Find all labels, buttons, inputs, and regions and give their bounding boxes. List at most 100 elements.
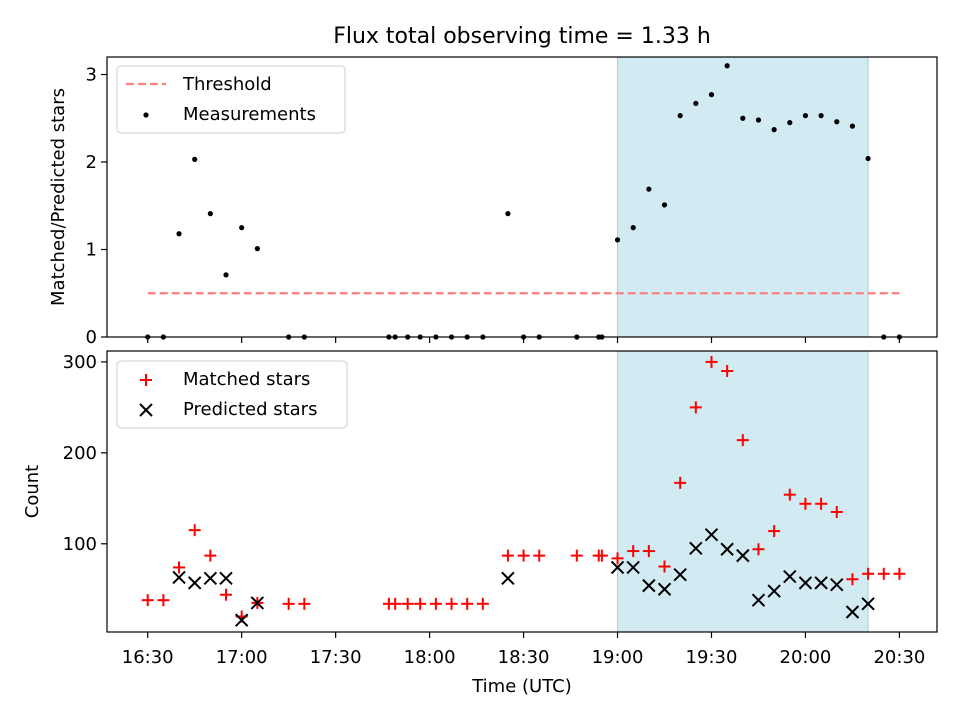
predicted-marker-b: [720, 542, 734, 556]
measurement-point: [724, 63, 730, 69]
predicted-star-point: [689, 541, 703, 556]
x-tick-label-1730: 17:30: [310, 647, 362, 668]
measurement-point: [708, 92, 715, 98]
legend-predicted-label: Predicted stars: [183, 399, 317, 420]
matched-star-point: [501, 549, 514, 562]
top-y-tick-label-2: 2: [86, 152, 97, 173]
chart-title: Flux total observing time = 1.33 h: [333, 24, 711, 49]
matched-star-point: [627, 545, 640, 558]
predicted-star-point: [720, 542, 734, 556]
measurement-point: [677, 113, 683, 119]
x-tick-label-1900: 19:00: [592, 647, 644, 668]
top-y-axis-label: Matched/Predicted stars: [48, 88, 69, 306]
measurement-point: [176, 231, 182, 237]
predicted-star-point: [767, 584, 781, 598]
measurement-point: [614, 237, 621, 243]
predicted-marker-b: [219, 571, 233, 586]
measurement-point: [239, 225, 245, 231]
predicted-star-point: [219, 571, 233, 586]
legend-measurements-label: Measurements: [183, 104, 316, 125]
matched-star-point: [815, 497, 828, 510]
matched-star-point: [674, 476, 687, 489]
predicted-marker-b: [234, 613, 249, 627]
predicted-marker-b: [783, 569, 797, 584]
top-y-tick-label-1: 1: [86, 240, 97, 261]
bottom-legend: Matched stars Predicted stars: [116, 360, 348, 429]
measurement-point: [254, 246, 260, 252]
matched-star-point: [862, 567, 875, 580]
matched-star-point: [768, 525, 781, 538]
matched-star-point: [721, 365, 734, 378]
x-tick-label-1700: 17:00: [216, 647, 268, 668]
predicted-star-point: [673, 568, 687, 582]
top-legend-box: [116, 65, 346, 134]
matched-star-point: [204, 549, 217, 562]
x-tick-label-1930: 19:30: [686, 647, 738, 668]
predicted-marker-b: [798, 576, 813, 590]
measurement-point: [630, 225, 636, 231]
legend-matched-swatch: [140, 374, 152, 386]
predicted-star-point: [501, 571, 515, 586]
bottom-y-ticks: 100 200 300: [63, 352, 107, 555]
predicted-star-point: [830, 578, 844, 592]
matched-star-point: [445, 597, 458, 610]
matched-star-point: [736, 434, 749, 447]
matched-star-point: [476, 597, 489, 610]
measurement-point: [192, 156, 198, 162]
legend-measurements-swatch: [143, 112, 149, 118]
predicted-marker-b: [689, 541, 703, 556]
legend-matched-label: Matched stars: [183, 369, 310, 390]
predicted-marker-b: [501, 571, 515, 586]
measurement-point: [818, 113, 824, 119]
measurement-point: [646, 186, 652, 192]
predicted-marker-b: [626, 560, 640, 575]
predicted-marker-b: [172, 570, 186, 585]
top-legend: Threshold Measurements: [116, 65, 346, 134]
matched-star-point: [689, 401, 702, 414]
predicted-star-point: [783, 569, 797, 584]
observing-window-shade-top: [617, 56, 869, 338]
predicted-marker-b: [830, 578, 844, 592]
matched-star-point: [517, 549, 530, 562]
bottom-y-tick-label-100: 100: [63, 534, 97, 555]
predicted-star-point: [861, 597, 875, 611]
x-tick-label-1830: 18:30: [498, 647, 550, 668]
matched-star-point: [298, 597, 311, 610]
predicted-star-point: [736, 548, 750, 563]
top-y-tick-label-3: 3: [86, 65, 97, 86]
predicted-star-point: [704, 527, 719, 542]
matched-star-point: [830, 505, 843, 518]
predicted-star-point: [814, 576, 828, 590]
predicted-star-point: [610, 560, 625, 575]
matched-star-point: [893, 567, 906, 580]
matched-star-point: [461, 597, 474, 610]
measurement-point: [207, 211, 213, 217]
predicted-marker-b: [187, 576, 202, 590]
measurement-point: [849, 123, 856, 129]
matched-star-point: [877, 567, 890, 580]
predicted-star-point: [642, 578, 656, 593]
predicted-marker-b: [657, 582, 672, 596]
measurement-point: [865, 155, 871, 162]
matched-star-point: [188, 524, 201, 537]
matched-star-point: [414, 597, 427, 610]
bottom-plot-frame: [106, 350, 938, 633]
predicted-marker-b: [736, 548, 750, 563]
matched-star-point: [282, 597, 295, 610]
measurement-point: [693, 100, 699, 106]
top-plot-frame: [106, 56, 938, 338]
matched-star-point: [141, 594, 154, 607]
matched-star-point: [658, 560, 671, 573]
predicted-star-point: [234, 613, 249, 627]
predicted-marker-b: [814, 576, 828, 590]
x-tick-label-2000: 20:00: [780, 647, 832, 668]
measurement-point: [740, 115, 746, 121]
matched-star-point: [157, 594, 170, 607]
count-points: [141, 355, 906, 627]
predicted-marker-b: [642, 578, 656, 593]
bottom-y-tick-label-300: 300: [63, 352, 97, 373]
predicted-star-point: [845, 605, 860, 619]
bottom-x-axis-label: Time (UTC): [471, 676, 572, 697]
bottom-y-axis-label: Count: [22, 465, 43, 518]
predicted-star-point: [187, 576, 202, 590]
